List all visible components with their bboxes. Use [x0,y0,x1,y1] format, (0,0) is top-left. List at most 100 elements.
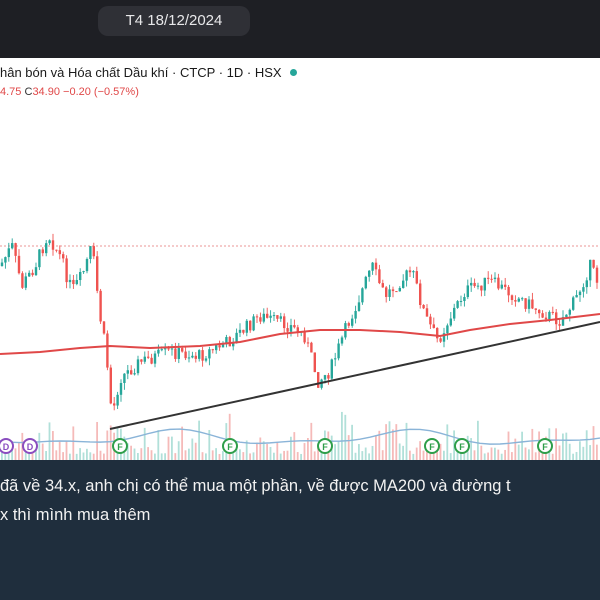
volume-bar [69,453,71,460]
event-marker-financial[interactable]: F [112,438,128,454]
volume-bar [592,426,595,460]
candle-body [466,285,469,298]
candle-body [167,348,170,350]
volume-bar [188,448,190,460]
candle-body [310,342,313,353]
candle-body [330,359,333,379]
volume-bar [242,452,245,460]
stock-chart-panel[interactable]: hân bón và Hóa chất Dầu khí · CTCP · 1D … [0,58,600,460]
volume-bar [361,451,364,460]
ma200-line [0,313,600,355]
volume-bar [41,443,44,460]
event-marker-label: D [3,442,10,452]
candle-body [385,287,388,297]
candle-body [415,271,418,284]
candle-body [48,240,51,244]
event-marker-dividend[interactable]: D [22,438,38,454]
event-marker-dividend[interactable]: D [0,438,14,454]
volume-bar [358,444,360,460]
candle-body [470,282,473,286]
candle-body [595,267,599,283]
volume-bar [385,424,387,460]
volume-bar [239,449,241,460]
volume-bar [422,450,425,460]
volume-bar [303,443,306,460]
volume-bar [89,452,92,460]
candle-body [191,355,194,358]
volume-bar [72,426,75,460]
volume-bar [290,436,292,460]
volume-bar [137,453,139,460]
volume-bar [106,430,109,460]
candle-body [453,307,456,319]
volume-bar [256,442,258,460]
volume-bar [320,451,323,460]
candle-body [113,403,116,406]
volume-bar [259,437,262,460]
candle-body [422,305,425,309]
candle-body [480,285,483,291]
event-marker-financial[interactable]: F [454,438,470,454]
event-marker-financial[interactable]: F [222,438,238,454]
volume-bar [341,411,343,460]
candle-body [565,314,568,318]
volume-bar [249,453,251,460]
volume-bar [96,421,98,460]
candle-body [289,325,293,332]
candle-body [99,290,102,322]
volume-bar [579,441,581,460]
candle-body [123,373,126,384]
volume-bar [62,452,64,460]
candle-body [432,324,435,328]
candle-body [89,246,92,259]
volume-bar [205,453,207,460]
candle-body [364,276,367,289]
volume-bar [262,441,265,460]
candle-body [14,243,17,256]
candle-body [41,249,44,254]
candle-body [262,313,265,322]
volume-bar [480,445,483,460]
candle-body [201,350,204,361]
candle-body [286,328,289,332]
candle-body [568,309,571,315]
candle-body [572,297,575,310]
volume-bar [446,424,449,460]
candle-body [439,338,442,342]
volume-bar [103,453,105,460]
volume-bar [487,452,489,460]
volume-bar [443,450,445,460]
candle-body [249,320,252,331]
volume-bar [52,431,54,460]
volume-bar [18,442,20,460]
volume-bar [24,448,27,460]
volume-bar [395,424,398,460]
volume-bar [273,452,275,460]
candle-body [119,383,123,395]
volume-bar [286,450,289,460]
volume-bar [160,453,163,460]
candle-body [357,302,361,311]
candle-body [164,348,167,350]
candle-body [157,349,160,354]
candle-body [126,370,129,374]
volume-bar [300,453,302,460]
event-marker-label: F [322,442,328,452]
candle-body [55,249,58,251]
volume-bar [351,424,353,460]
volume-bar [494,447,496,460]
top-bar: T4 18/12/2024 [0,0,600,50]
event-marker-financial[interactable]: F [537,438,553,454]
event-marker-circle [454,438,470,454]
candle-body [548,311,551,320]
event-marker-financial[interactable]: F [424,438,440,454]
candle-body [419,283,422,306]
candle-body [11,243,14,249]
event-marker-financial[interactable]: F [317,438,333,454]
event-marker-label: F [429,442,435,452]
candle-body [388,289,391,297]
volume-bar [65,440,68,460]
candle-body [106,333,109,368]
